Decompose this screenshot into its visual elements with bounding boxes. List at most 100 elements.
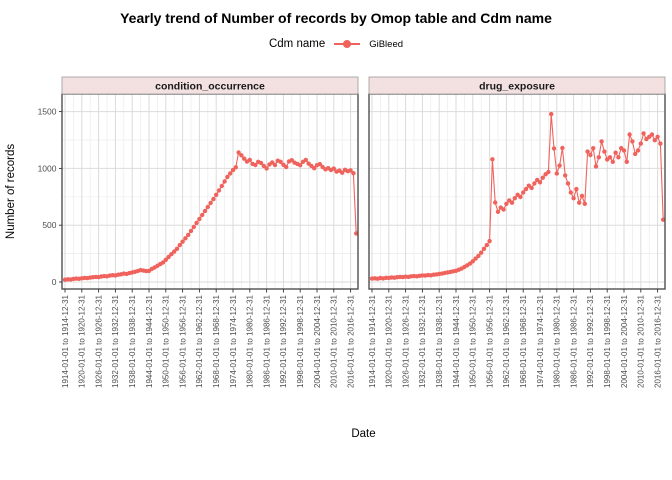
- data-point: [476, 253, 481, 259]
- x-tick-label: 1986-01-01 to 1986-12-31: [262, 294, 271, 388]
- data-point: [298, 163, 303, 168]
- data-point: [557, 163, 562, 168]
- x-tick-label: 1974-01-01 to 1974-12-31: [536, 294, 545, 388]
- data-point: [205, 204, 210, 210]
- data-point: [563, 173, 568, 178]
- x-tick-label: 1998-01-01 to 1998-12-31: [296, 294, 305, 388]
- data-point: [579, 193, 585, 199]
- data-point: [490, 157, 495, 162]
- legend-key: [334, 37, 361, 51]
- data-point: [546, 169, 551, 175]
- data-point: [312, 166, 317, 171]
- data-point: [473, 256, 478, 261]
- data-point: [272, 162, 278, 168]
- data-point: [641, 131, 646, 136]
- data-point: [180, 239, 185, 244]
- data-point: [635, 148, 641, 153]
- data-point: [200, 212, 205, 218]
- data-point: [160, 260, 166, 265]
- data-point: [487, 238, 492, 244]
- data-point: [331, 166, 336, 171]
- y-axis-title: Number of records: [5, 144, 17, 239]
- data-point: [537, 180, 543, 185]
- data-point: [655, 134, 660, 139]
- x-tick-label: 1944-01-01 to 1944-12-31: [452, 294, 461, 388]
- data-point: [261, 163, 266, 169]
- data-point: [540, 175, 545, 180]
- data-point: [504, 201, 509, 206]
- data-point: [289, 158, 294, 163]
- data-point: [208, 200, 213, 206]
- data-point: [253, 162, 258, 168]
- x-tick-label: 1998-01-01 to 1998-12-31: [603, 294, 612, 388]
- data-point: [481, 246, 487, 251]
- data-point: [169, 252, 174, 257]
- data-point: [624, 159, 629, 164]
- data-point: [236, 150, 241, 155]
- data-point: [568, 190, 573, 195]
- data-point: [549, 111, 554, 117]
- data-point: [303, 157, 308, 163]
- data-point: [470, 259, 475, 264]
- data-point: [191, 224, 196, 230]
- data-point: [518, 194, 523, 200]
- data-point: [501, 207, 506, 212]
- data-point: [202, 208, 208, 214]
- x-tick-label: 1980-01-01 to 1980-12-31: [246, 294, 255, 388]
- facet-strip-label: condition_occurrence: [155, 81, 265, 93]
- panel-background: [369, 94, 665, 289]
- data-point: [560, 145, 565, 151]
- data-point: [638, 141, 643, 146]
- facet-strip-label: drug_exposure: [479, 81, 555, 93]
- data-point: [633, 151, 638, 157]
- data-point: [194, 220, 199, 226]
- data-point: [188, 228, 194, 234]
- x-tick-label: 1944-01-01 to 1944-12-31: [145, 294, 154, 388]
- x-tick-label: 1992-01-01 to 1992-12-31: [279, 294, 288, 388]
- data-point: [278, 159, 283, 164]
- data-point: [183, 236, 188, 241]
- data-point: [574, 186, 579, 192]
- x-tick-label: 1992-01-01 to 1992-12-31: [586, 294, 595, 388]
- legend-point-icon: [343, 40, 352, 48]
- data-point: [616, 155, 621, 160]
- y-tick-label: 1000: [38, 163, 57, 173]
- data-point: [340, 170, 345, 175]
- y-tick-label: 1500: [38, 107, 57, 117]
- faceted-line-chart: condition_occurrence 1914-01-01 to 1914-1…: [5, 76, 666, 440]
- data-point: [599, 139, 604, 144]
- data-point: [529, 185, 534, 191]
- x-tick-label: 1932-01-01 to 1932-12-31: [111, 294, 120, 388]
- data-point: [512, 196, 517, 201]
- data-point: [521, 190, 526, 195]
- x-tick-label: 1938-01-01 to 1938-12-31: [128, 294, 137, 388]
- facet-panel-condition_occurrence: condition_occurrence 1914-01-01 to 1914-1…: [61, 76, 359, 388]
- x-tick-label: 2004-01-01 to 2004-12-31: [313, 294, 322, 388]
- x-tick-label: 1914-01-01 to 1914-12-31: [368, 294, 377, 388]
- data-point: [484, 242, 489, 248]
- data-point: [591, 146, 596, 151]
- data-point: [509, 200, 515, 205]
- panel-background: [62, 94, 358, 289]
- data-point: [588, 152, 593, 158]
- data-point: [216, 188, 222, 193]
- data-point: [348, 168, 353, 173]
- x-tick-label: 2016-01-01 to 2016-12-31: [346, 294, 355, 388]
- x-tick-label: 1920-01-01 to 1920-12-31: [385, 294, 394, 388]
- legend: Cdm name GiBleed: [0, 33, 672, 55]
- data-point: [186, 232, 191, 238]
- data-point: [621, 148, 627, 153]
- data-point: [582, 201, 587, 206]
- facet-strip: [368, 76, 666, 95]
- data-point: [222, 179, 227, 184]
- legend-title: Cdm name: [268, 38, 326, 50]
- data-point: [177, 242, 182, 248]
- x-tick-label: 1914-01-01 to 1914-12-31: [61, 294, 70, 388]
- data-point: [554, 171, 559, 176]
- data-point: [228, 171, 233, 176]
- x-tick-label: 2010-01-01 to 2010-12-31: [637, 294, 646, 388]
- data-point: [571, 196, 576, 201]
- x-tick-label: 1932-01-01 to 1932-12-31: [418, 294, 427, 388]
- data-point: [602, 149, 607, 154]
- data-point: [354, 231, 359, 236]
